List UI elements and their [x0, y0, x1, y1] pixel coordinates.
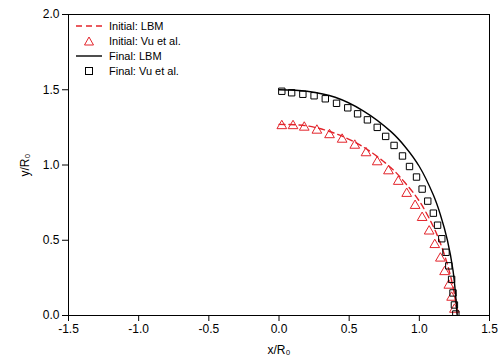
svg-text:0.0: 0.0 [271, 322, 288, 336]
svg-text:1.0: 1.0 [43, 158, 60, 172]
svg-text:y/R₀: y/R₀ [18, 153, 32, 176]
html-text:Final: LBM: Final: LBM [109, 49, 162, 62]
svg-text:0.5: 0.5 [341, 322, 358, 336]
html-text:Initial: LBM: Initial: LBM [109, 19, 164, 32]
svg-text:1.0: 1.0 [411, 322, 428, 336]
svg-text:-1.5: -1.5 [58, 322, 79, 336]
svg-text:0.0: 0.0 [43, 308, 60, 322]
svg-text:x/R₀: x/R₀ [268, 343, 291, 357]
html-text:Initial: Vu et al.: Initial: Vu et al. [109, 34, 181, 47]
html-text:Final: Vu et al.: Final: Vu et al. [109, 64, 179, 77]
svg-text:-0.5: -0.5 [198, 322, 219, 336]
svg-text:2.0: 2.0 [43, 7, 60, 21]
svg-text:0.5: 0.5 [43, 233, 60, 247]
svg-text:1.5: 1.5 [481, 322, 498, 336]
svg-text:-1.0: -1.0 [128, 322, 149, 336]
svg-text:1.5: 1.5 [43, 83, 60, 97]
